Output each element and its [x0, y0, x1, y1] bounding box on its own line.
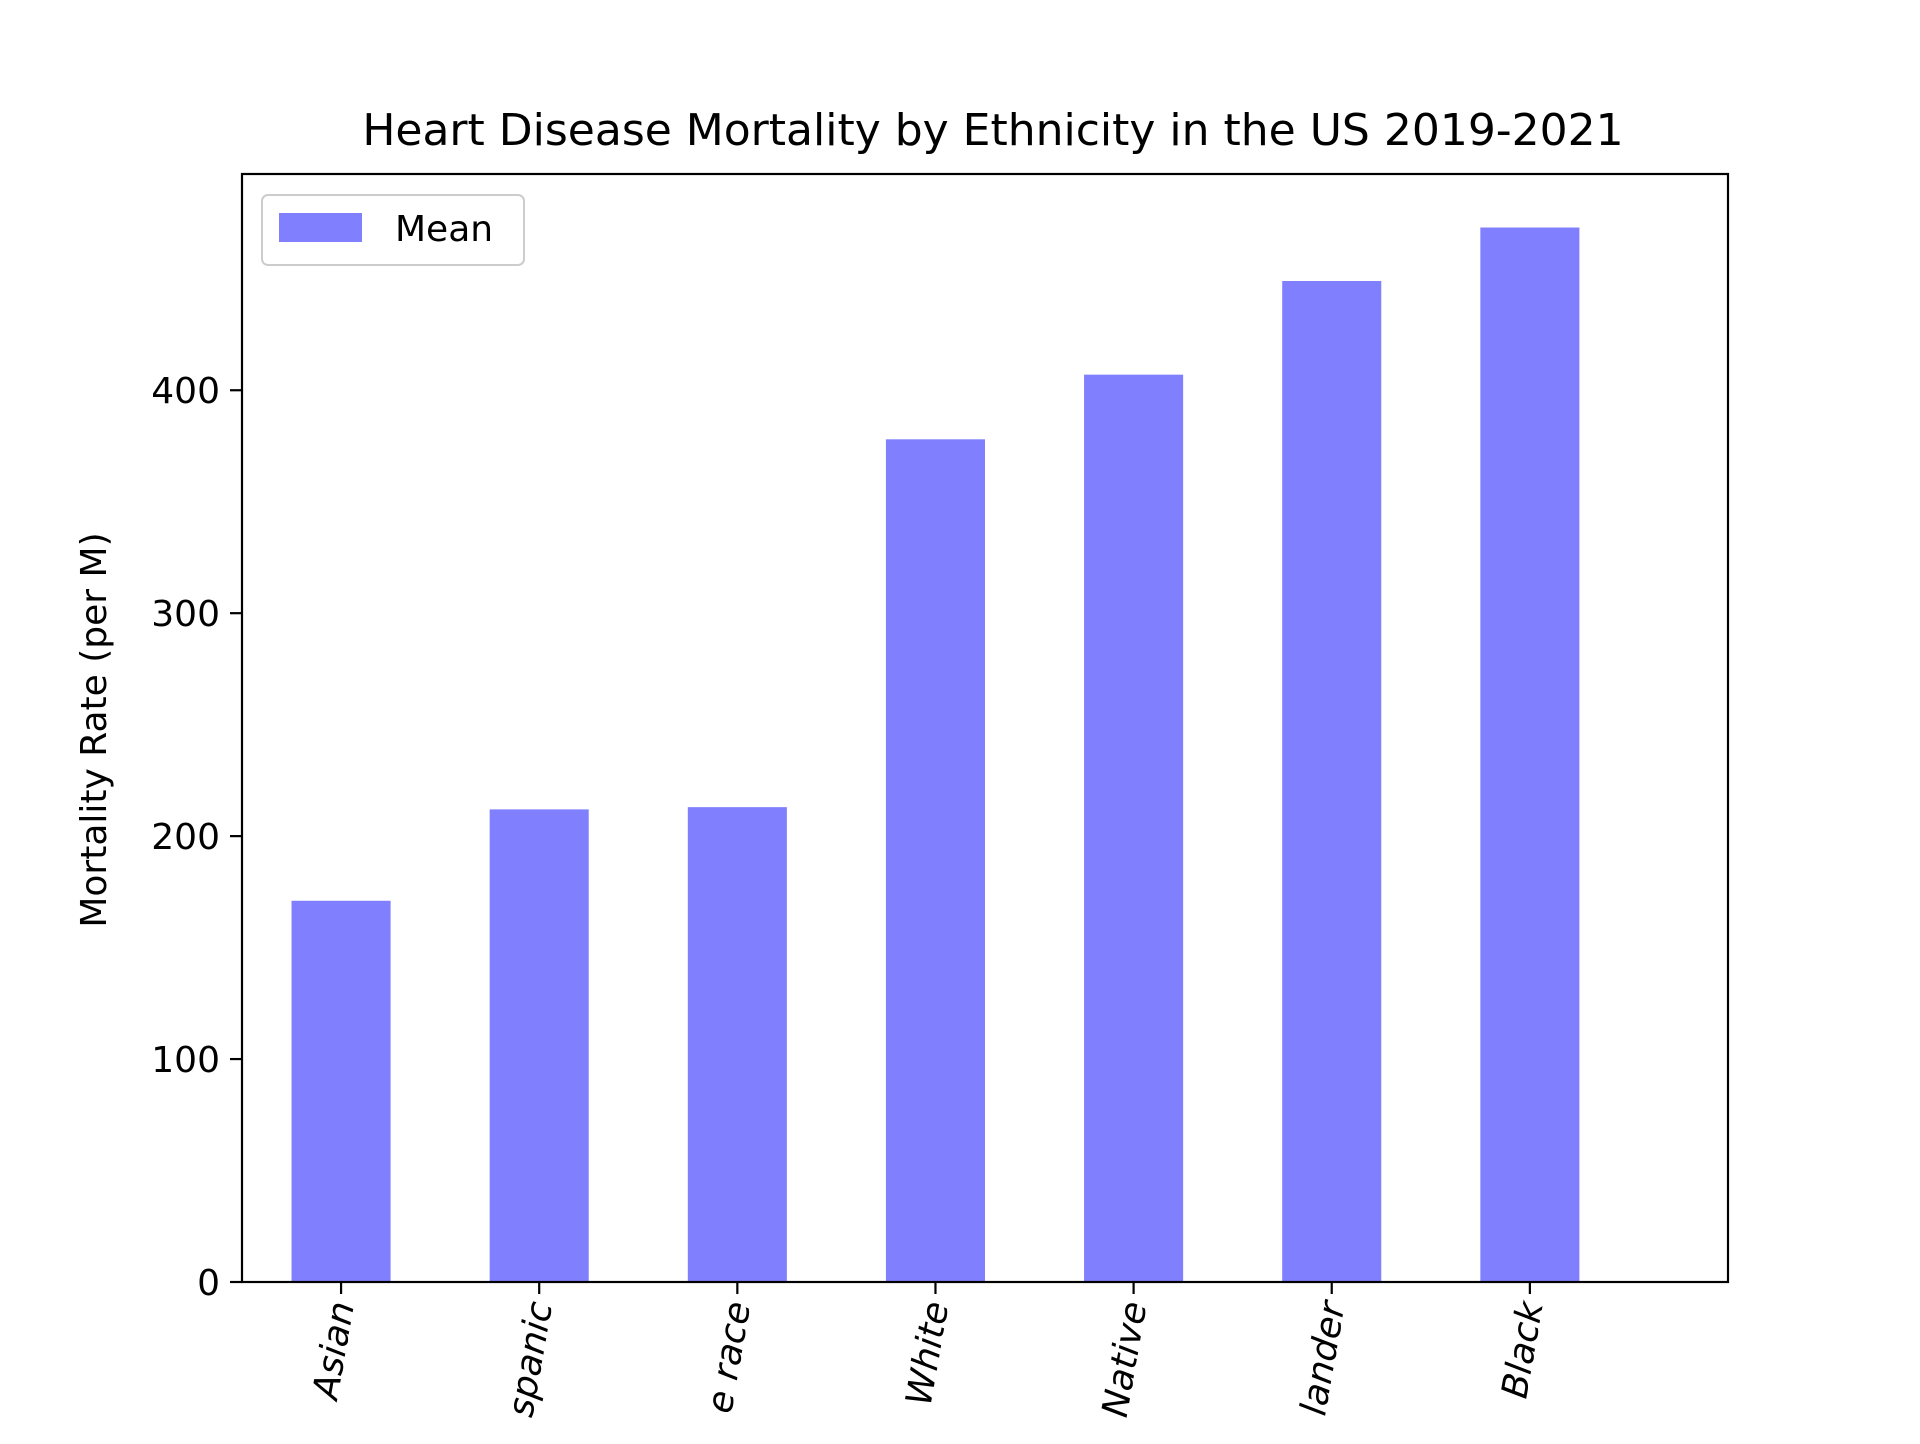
- bar-e-race: [687, 807, 787, 1282]
- y-tick-label: 200: [151, 817, 220, 858]
- y-tick-label: 0: [197, 1263, 220, 1304]
- legend-label: Mean: [395, 209, 493, 250]
- y-tick-label: 300: [151, 594, 220, 635]
- chart-title: Heart Disease Mortality by Ethnicity in …: [362, 105, 1623, 156]
- bar-white: [885, 439, 985, 1282]
- plot-frame: [240, 172, 1730, 1284]
- y-tick-label: 100: [151, 1040, 220, 1081]
- legend-frame: [261, 194, 525, 266]
- bar-lander: [1282, 281, 1382, 1282]
- y-axis-label: Mortality Rate (per M): [74, 532, 115, 927]
- bar-asian: [291, 900, 391, 1282]
- y-tick-label: 400: [151, 371, 220, 412]
- legend: Mean: [261, 194, 525, 266]
- bar-series: [291, 227, 1580, 1283]
- bar-native: [1084, 374, 1184, 1282]
- legend-swatch: [279, 213, 362, 242]
- bar-black: [1480, 227, 1580, 1283]
- y-axis: 0 100 200 300 400: [151, 371, 242, 1304]
- bar-spanic: [489, 809, 589, 1282]
